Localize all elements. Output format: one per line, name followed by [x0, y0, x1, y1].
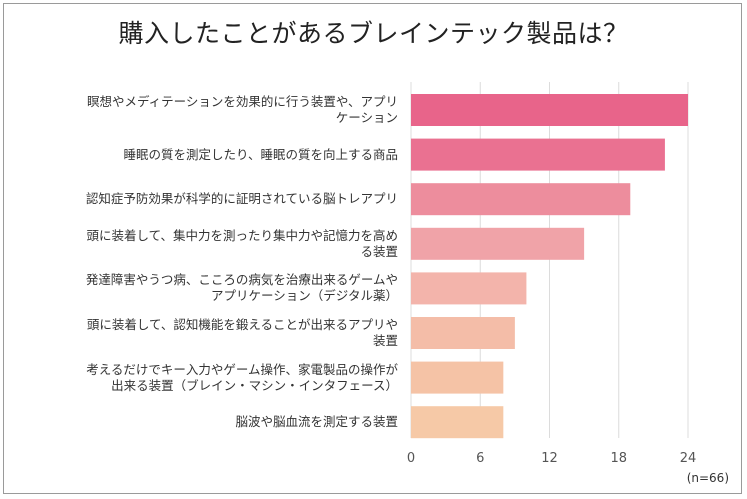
category-label-2: 睡眠の質を測定したり、睡眠の質を向上する商品	[38, 147, 398, 163]
bar-5	[411, 272, 527, 305]
bar-3	[411, 183, 631, 216]
x-tick-label-12: 12	[541, 451, 558, 466]
category-label-line: アプリケーション（デジタル薬）	[210, 288, 398, 304]
x-tick-label-0: 0	[407, 451, 415, 466]
sample-size-note: (n=66)	[686, 471, 729, 485]
category-label-1: 瞑想やメディテーションを効果的に行う装置や、アプリ ケーション	[38, 94, 398, 126]
category-label-line: 頭に装着して、認知機能を鍛えることが出来るアプリや	[86, 317, 398, 332]
category-label-8: 脳波や脳血流を測定する装置	[38, 414, 398, 430]
x-tick-label-24: 24	[680, 451, 697, 466]
category-label-3: 認知症予防効果が科学的に証明されている脳トレアプリ	[38, 191, 398, 207]
bar-1	[411, 94, 688, 126]
category-label-line: 考えるだけでキー入力やゲーム操作、家電製品の操作が	[86, 361, 398, 377]
chart-title: 購入したことがあるブレインテック製品は？	[118, 19, 629, 48]
bar-2	[411, 138, 665, 171]
category-label-line: 出来る装置（ブレイン・マシン・インタフェース）	[111, 377, 398, 393]
category-label-line: 瞑想やメディテーションを効果的に行う装置や、アプリ	[86, 94, 398, 109]
bar-4	[411, 227, 585, 260]
x-tick-label-6: 6	[476, 451, 484, 466]
category-label-line: 認知症予防効果が科学的に証明されている脳トレアプリ	[85, 191, 398, 207]
category-label-line: ケーション	[335, 110, 398, 125]
category-label-7: 考えるだけでキー入力やゲーム操作、家電製品の操作が 出来る装置（ブレイン・マシン・…	[38, 362, 398, 394]
category-label-line: 発達障害やうつ病、こころの病気を治療出来るゲームや	[85, 272, 398, 288]
category-label-4: 頭に装着して、集中力を測ったり集中力や記憶力を高め る装置	[38, 228, 398, 260]
category-label-line: 脳波や脳血流を測定する装置	[235, 414, 398, 430]
category-label-5: 発達障害やうつ病、こころの病気を治療出来るゲームや アプリケーション（デジタル薬）	[38, 272, 398, 304]
bar-6	[411, 317, 515, 349]
category-label-6: 頭に装着して、認知機能を鍛えることが出来るアプリや 装置	[38, 317, 398, 349]
x-tick-label-18: 18	[610, 451, 627, 466]
category-label-line: 装置	[372, 333, 398, 348]
category-label-line: 頭に装着して、集中力を測ったり集中力や記憶力を高め	[86, 227, 398, 243]
category-label-line: 睡眠の質を測定したり、睡眠の質を向上する商品	[123, 146, 398, 162]
category-label-line: る装置	[360, 243, 398, 259]
bar-7	[411, 361, 504, 394]
bar-8	[411, 406, 504, 439]
